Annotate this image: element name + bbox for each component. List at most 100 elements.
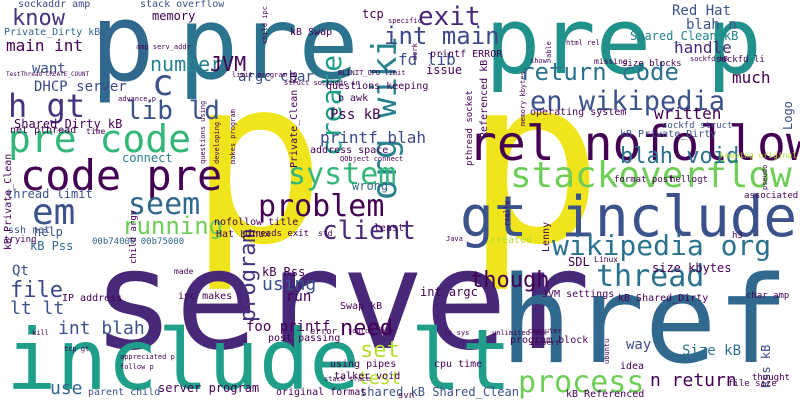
word-jvm: JVM — [210, 52, 247, 76]
word-size-kbytes: size kbytes — [652, 261, 732, 275]
word-blinit-cpu: BLINIT_CPU limit — [338, 69, 406, 77]
word-numbers: 00b74000 00b75000 — [92, 237, 185, 247]
word-questions-keeping: questions keeping — [326, 81, 429, 92]
word-appreciated-p: appreciated p — [120, 353, 175, 361]
word-format-post: format post — [614, 175, 674, 185]
word-sockfd-kb: sockfd kB — [690, 55, 728, 63]
word-sockfd-li: sockfd li — [716, 55, 765, 65]
word-much: much — [732, 68, 771, 87]
word-rel-nofollow: rel nofollow — [468, 116, 800, 172]
word-main-int: main int — [6, 36, 84, 55]
word-though: though — [470, 268, 550, 293]
word-use: use — [50, 378, 83, 399]
word-testthread: TestThread CREATE_COUNT — [6, 71, 90, 78]
word-nofollow-title: nofollow title — [214, 217, 299, 228]
word-java: Java — [446, 235, 463, 243]
word-shared-clean-kb: Shared_Clean kB — [630, 29, 739, 43]
word-size-blocks: size blocks — [622, 59, 682, 69]
word-include-lt: include lt — [6, 311, 512, 400]
word-hellogt: hellogt — [670, 175, 708, 185]
word-operating-system: operating system — [530, 107, 627, 118]
word-printf-blah: printf blah — [320, 128, 426, 147]
word-advance-p: advance p — [118, 95, 156, 103]
word-printf-error: printf ERROR — [430, 49, 503, 60]
word-limit-program: limit program — [232, 71, 287, 79]
word-need: need — [340, 316, 393, 341]
word-questions-using: questions using — [199, 100, 207, 164]
word-created: created — [490, 235, 533, 246]
word-kill: kill — [32, 329, 49, 337]
word-h3: h3 — [732, 231, 743, 241]
word-sockfd-struct: sockfd struct — [662, 121, 733, 131]
word-sockaddr-amp: sockaddr amp — [18, 0, 91, 10]
word-original-format: original format — [276, 387, 367, 398]
word-sdl: SDL — [568, 255, 590, 269]
word-know: know — [12, 6, 65, 31]
word-href: href — [500, 252, 789, 391]
word-problem: problem — [258, 189, 385, 224]
word-thought: thought — [752, 373, 790, 383]
word-follow-p: follow p — [120, 363, 154, 371]
word-source-file: source file — [348, 327, 395, 335]
word-c: c — [152, 63, 174, 104]
word-child-argv: child argv — [129, 209, 139, 264]
word-memory-kbytes: memory kbytes — [519, 71, 527, 126]
word-kb-private-dirty: kB Private_Dirty — [620, 129, 717, 140]
word-p: p — [90, 0, 156, 106]
word-hat-linux: Hat Linux — [216, 229, 271, 240]
word-fd-lib: fd lib — [398, 50, 456, 69]
word-referenced-kb: Referenced kB — [479, 59, 490, 138]
word-ipc-makes: ipc makes — [178, 291, 233, 302]
word-keeping-original: keeping original — [720, 151, 798, 160]
word-thread-limit: thread limit — [6, 187, 93, 201]
word-developing: developing — [213, 121, 221, 164]
word-return-code: return code — [520, 58, 679, 86]
word-made: made — [174, 267, 194, 276]
word-server-program: server program — [158, 381, 260, 395]
word-associated: associated — [744, 191, 799, 201]
word-ubuntu: ubuntu — [603, 338, 611, 364]
word-blah-n: blah n — [686, 17, 737, 33]
word-missing: missing — [594, 57, 628, 66]
word-work: work — [411, 43, 419, 60]
word-stack-overflow: stack overflow — [140, 0, 225, 10]
word-net-pthread: net pthread — [10, 125, 77, 136]
word-struct-sockaddr: struct sockaddr in — [284, 79, 360, 87]
word-run: run — [286, 289, 312, 305]
word-shared-dirty-kb: Shared_Dirty kB — [14, 117, 123, 131]
word-qt: Qt — [12, 263, 29, 279]
word-lib-ld: lib ld — [126, 96, 220, 126]
word-em: em — [32, 192, 76, 233]
word-red-hat: Red Hat — [672, 3, 732, 19]
word-thread: thread — [596, 259, 705, 294]
word-file: file — [10, 278, 63, 303]
word-child-ipc: child ipc — [261, 6, 269, 44]
word-threads-exit: threads exit — [244, 229, 310, 239]
word-pre: pre — [178, 0, 359, 102]
word-want: want — [32, 61, 66, 77]
word-html-rel: html rel — [566, 39, 600, 47]
word-b-awk: b awk — [338, 93, 369, 104]
word-char-amp: char amp — [746, 291, 790, 301]
word-int-blah: int blah — [58, 318, 145, 339]
word-gt-include: gt include — [460, 185, 798, 250]
word-linux: Linux — [594, 255, 619, 264]
word-foo-printf: foo printf — [246, 319, 331, 335]
word-test: test — [358, 368, 402, 389]
word-h-gt: h gt — [8, 87, 86, 125]
word-system: system — [288, 157, 397, 192]
word-code-pre: code pre — [20, 151, 223, 200]
word-size-kb: Size kB — [682, 343, 742, 359]
word-stack-trace: stack trace — [324, 375, 371, 383]
word-pre-p: pre p — [485, 0, 762, 95]
word-least: least — [374, 223, 405, 234]
word-computer: computer — [528, 327, 562, 335]
word-ip-address: IP address — [62, 293, 123, 304]
word-pp: p p — [188, 29, 604, 296]
word-pthread-socket: pthread socket — [465, 90, 475, 166]
word-shown: shown — [530, 57, 552, 65]
word-error: error — [310, 327, 338, 337]
word-kb-swap: kB Swap — [290, 27, 333, 38]
word-tcp-gt: tcp gt — [64, 345, 90, 353]
word-pseudo: pseudo — [761, 164, 769, 190]
